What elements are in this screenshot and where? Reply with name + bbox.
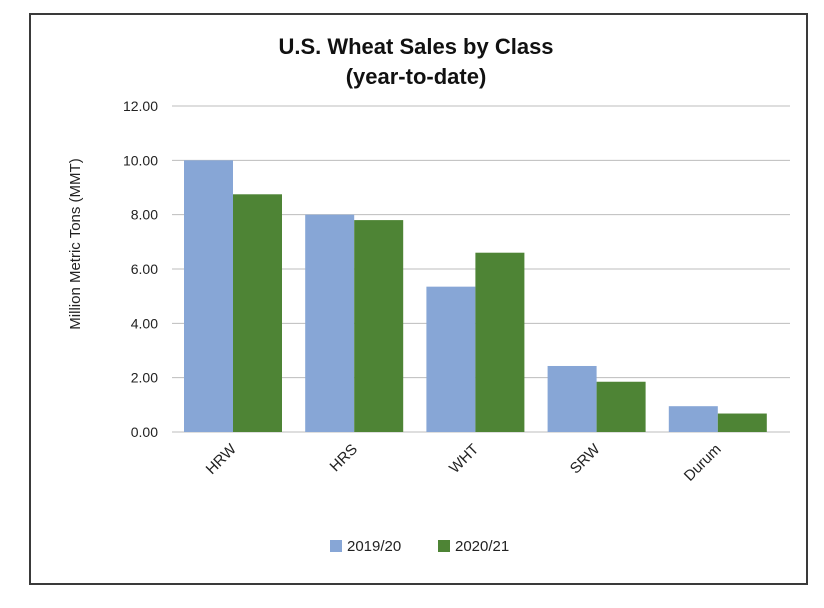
bar-srw-2019-20 bbox=[547, 365, 597, 432]
chart-title: U.S. Wheat Sales by Class bbox=[278, 34, 553, 59]
legend-swatch bbox=[438, 540, 450, 552]
chart-frame bbox=[29, 13, 808, 585]
bar-durum-2019-20 bbox=[668, 406, 718, 432]
x-tick-label: HRS bbox=[327, 441, 361, 475]
x-tick-label: Durum bbox=[681, 441, 725, 485]
bar-hrw-2019-20 bbox=[184, 160, 233, 433]
y-tick-label: 8.00 bbox=[131, 207, 158, 223]
bar-wht-2020-21 bbox=[475, 252, 525, 432]
chart-subtitle: (year-to-date) bbox=[346, 64, 487, 89]
y-tick-label: 2.00 bbox=[131, 370, 158, 386]
legend-label: 2020/21 bbox=[455, 538, 509, 555]
x-tick-label: WHT bbox=[446, 441, 482, 477]
y-tick-label: 4.00 bbox=[131, 315, 158, 331]
bar-wht-2019-20 bbox=[426, 286, 476, 432]
y-axis-label: Million Metric Tons (MMT) bbox=[67, 158, 84, 329]
x-tick-label: HRW bbox=[203, 440, 241, 478]
bar-hrs-2020-21 bbox=[354, 220, 404, 432]
bar-srw-2020-21 bbox=[596, 381, 646, 432]
legend-swatch bbox=[330, 540, 342, 552]
bar-hrs-2019-20 bbox=[305, 214, 355, 432]
y-tick-label: 0.00 bbox=[131, 424, 158, 440]
legend-label: 2019/20 bbox=[347, 538, 401, 555]
y-tick-label: 12.00 bbox=[123, 98, 158, 114]
bar-durum-2020-21 bbox=[717, 413, 767, 432]
bar-hrw-2020-21 bbox=[233, 194, 282, 432]
y-tick-label: 6.00 bbox=[131, 261, 158, 277]
x-tick-label: SRW bbox=[567, 440, 604, 477]
y-tick-label: 10.00 bbox=[123, 152, 158, 168]
